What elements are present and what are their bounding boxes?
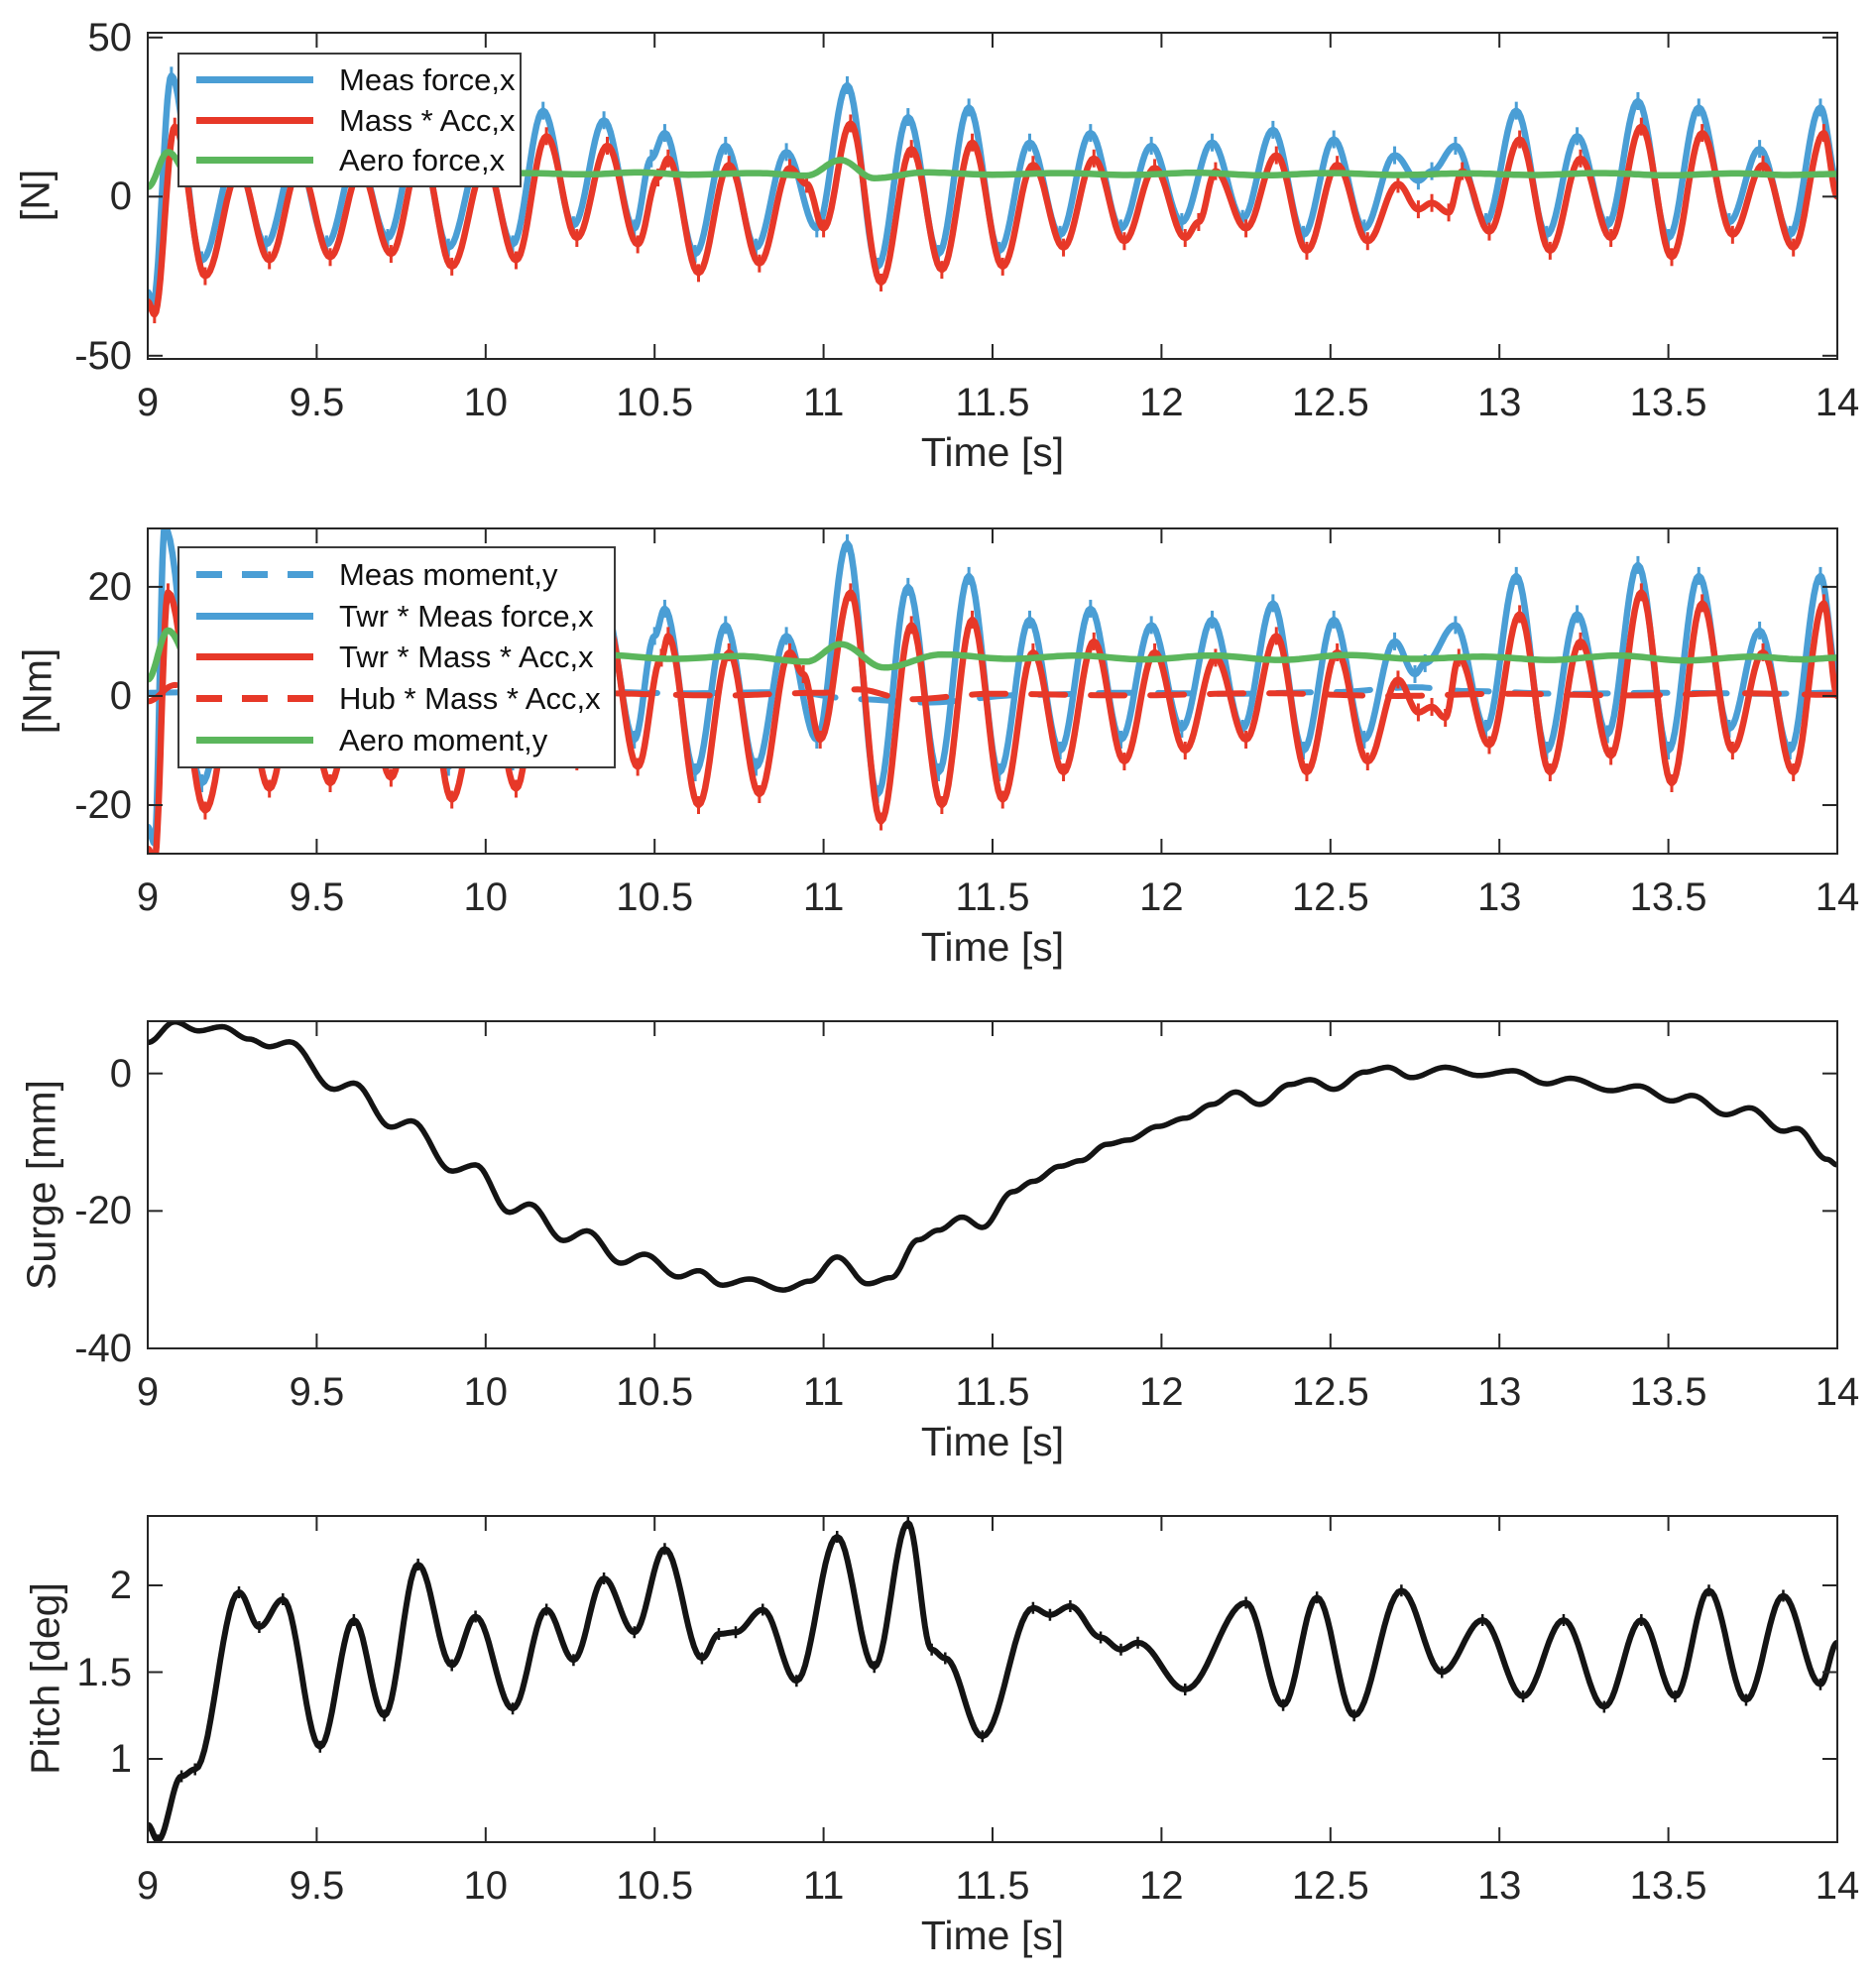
x-tick-label: 12	[1139, 381, 1184, 424]
x-tick-label: 9	[136, 381, 160, 424]
x-tick-label: 11.5	[955, 1370, 1030, 1414]
x-tick-label: 11.5	[955, 875, 1030, 919]
x-axis-label-1: Time [s]	[920, 429, 1065, 475]
x-tick-label: 11	[802, 1864, 845, 1908]
y-tick-label: 0	[109, 1051, 132, 1096]
x-tick-label: 12.5	[1291, 381, 1369, 424]
x-tick-label: 11	[802, 1370, 845, 1414]
x-tick-label: 10	[463, 875, 509, 919]
legend-label: Mass * Acc,x	[339, 102, 516, 138]
x-tick-label: 13.5	[1629, 1864, 1707, 1908]
y-tick-label: -40	[74, 1327, 132, 1370]
legend-label: Twr * Meas force,x	[339, 598, 594, 634]
x-tick-label: 13	[1476, 1370, 1522, 1414]
meas-force-line-sample	[196, 75, 313, 83]
x-tick-label: 13	[1476, 381, 1522, 424]
y-tick-label: 0	[109, 673, 132, 718]
legend-label: Aero moment,y	[339, 723, 548, 758]
twr-meas-force-line-sample	[196, 612, 313, 620]
y-tick-label: 50	[87, 15, 133, 59]
x-tick-label: 14	[1815, 381, 1860, 424]
aero-force-line-sample	[196, 157, 313, 165]
legend-item-aero-moment: Aero moment,y	[179, 725, 614, 756]
y-axis-label-moment: [Nm]	[14, 647, 60, 735]
plot-area-2	[148, 1021, 1837, 1293]
x-tick-label: 9.5	[289, 1370, 345, 1414]
legend-item-twr-mass-acc: Twr * Mass * Acc,x	[179, 641, 614, 672]
x-tick-label: 11	[802, 875, 845, 919]
x-axis-label-3: Time [s]	[920, 1419, 1065, 1464]
x-tick-label: 12	[1139, 875, 1184, 919]
x-tick-label: 14	[1815, 1864, 1860, 1908]
aero-moment-line-sample	[196, 737, 313, 745]
x-tick-label: 13.5	[1629, 381, 1707, 424]
legend-item-meas-force: Meas force,x	[179, 64, 520, 95]
x-tick-label: 14	[1815, 875, 1860, 919]
legend-label: Meas force,x	[339, 61, 516, 97]
y-axis-label-force: [N]	[12, 169, 59, 222]
x-tick-label: 11.5	[955, 1864, 1030, 1908]
x-axis-label-4: Time [s]	[920, 1913, 1065, 1958]
x-tick-label: 9.5	[289, 875, 345, 919]
x-tick-label: 14	[1815, 1370, 1860, 1414]
x-tick-label: 10.5	[616, 1370, 694, 1414]
legend-label: Hub * Mass * Acc,x	[339, 681, 601, 717]
x-tick-label: 12	[1139, 1370, 1184, 1414]
legend-label: Aero force,x	[339, 143, 506, 178]
legend-item-mass-acc: Mass * Acc,x	[179, 105, 520, 136]
series-line	[148, 1021, 1837, 1293]
legend-item-aero-force: Aero force,x	[179, 145, 520, 175]
x-tick-label: 11.5	[955, 381, 1030, 424]
x-tick-label: 10	[463, 381, 509, 424]
x-tick-label: 9.5	[289, 381, 345, 424]
x-tick-label: 9	[136, 875, 160, 919]
hub-mass-acc-dashed-line-sample	[196, 695, 313, 703]
x-tick-label: 10.5	[616, 1864, 694, 1908]
x-tick-label: 12.5	[1291, 1370, 1369, 1414]
y-axis-label-surge: Surge [mm]	[18, 1080, 64, 1290]
plot-area-3	[148, 1517, 1837, 1842]
axes-box	[147, 1020, 1838, 1349]
x-tick-label: 9	[136, 1864, 160, 1908]
twr-mass-acc-line-sample	[196, 653, 313, 661]
x-tick-label: 10	[463, 1370, 509, 1414]
series-line	[148, 681, 1837, 705]
legend-label: Twr * Mass * Acc,x	[339, 640, 594, 675]
x-tick-label: 13.5	[1629, 875, 1707, 919]
y-tick-label: 2	[109, 1564, 132, 1607]
x-tick-label: 9.5	[289, 1864, 345, 1908]
mass-acc-line-sample	[196, 116, 313, 124]
x-tick-label: 13.5	[1629, 1370, 1707, 1414]
legend-label: Meas moment,y	[339, 556, 558, 592]
x-tick-label: 10	[463, 1864, 509, 1908]
y-tick-label: 1	[109, 1737, 132, 1781]
legend-item-twr-meas-force: Twr * Meas force,x	[179, 601, 614, 632]
y-tick-label: 20	[87, 564, 133, 609]
meas-moment-dashed-line-sample	[196, 570, 313, 578]
x-tick-label: 12.5	[1291, 1864, 1369, 1908]
x-axis-label-2: Time [s]	[920, 924, 1065, 970]
x-tick-label: 12.5	[1291, 875, 1369, 919]
legend-item-hub-mass-acc: Hub * Mass * Acc,x	[179, 683, 614, 714]
x-tick-label: 13	[1476, 1864, 1522, 1908]
y-tick-label: -20	[74, 1189, 132, 1233]
x-tick-label: 9	[136, 1370, 160, 1414]
axes-box	[147, 1515, 1838, 1843]
legend-moments: Meas moment,y Twr * Meas force,x Twr * M…	[177, 546, 616, 768]
x-tick-label: 10.5	[616, 875, 694, 919]
y-tick-label: 1.5	[76, 1650, 132, 1694]
y-tick-label: 0	[109, 175, 132, 219]
x-tick-label: 12	[1139, 1864, 1184, 1908]
y-tick-label: -20	[74, 783, 132, 828]
x-tick-label: 11	[802, 381, 845, 424]
y-tick-label: -50	[74, 333, 132, 378]
series-line	[148, 1520, 1837, 1842]
y-axis-label-pitch: Pitch [deg]	[22, 1582, 68, 1775]
legend-item-meas-moment: Meas moment,y	[179, 559, 614, 590]
legend-forces: Meas force,x Mass * Acc,x Aero force,x	[177, 53, 522, 187]
x-tick-label: 10.5	[616, 381, 694, 424]
x-tick-label: 13	[1476, 875, 1522, 919]
